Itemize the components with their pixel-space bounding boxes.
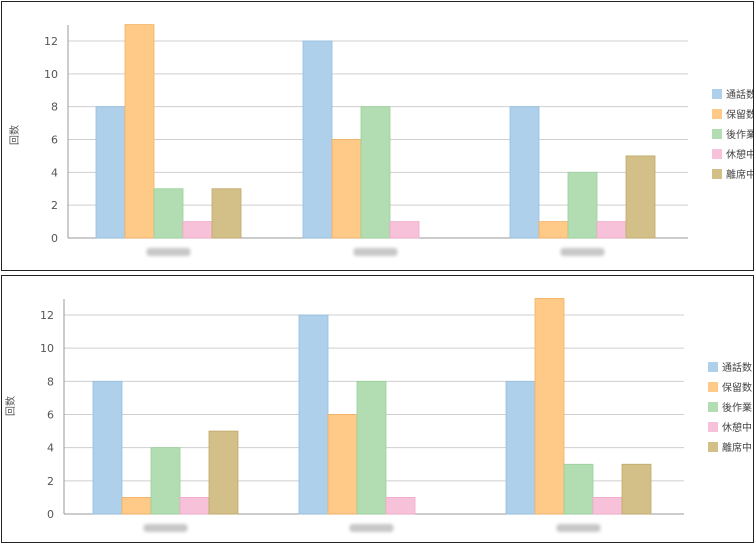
chart-panel-bottom: 0 2 4 6 8 10 12 回数 通話数保留数後作業休憩中離席中 <box>1 275 754 543</box>
legend-swatch <box>708 362 718 372</box>
legend-label: 後作業 <box>722 401 752 414</box>
y-tick-label: 4 <box>47 442 54 455</box>
bar[interactable] <box>596 221 627 239</box>
bar[interactable] <box>592 497 623 515</box>
bar[interactable] <box>302 40 333 239</box>
legend-label: 通話数 <box>722 361 752 374</box>
legend-swatch <box>712 129 722 139</box>
legend-label: 保留数 <box>726 108 753 121</box>
bar[interactable] <box>179 497 210 515</box>
x-tick-label-obscured <box>556 524 601 532</box>
bar[interactable] <box>92 380 123 515</box>
y-tick-label: 12 <box>40 309 54 322</box>
bar[interactable] <box>211 188 242 239</box>
x-tick-label-obscured <box>146 248 191 256</box>
legend-swatch <box>708 422 718 432</box>
legend-label: 離席中 <box>726 168 753 181</box>
bar[interactable] <box>385 497 416 515</box>
bar[interactable] <box>331 139 362 239</box>
bar[interactable] <box>360 106 391 239</box>
bar[interactable] <box>389 221 420 239</box>
bar[interactable] <box>153 188 184 239</box>
legend-label: 後作業 <box>726 128 753 141</box>
bar[interactable] <box>95 106 126 239</box>
legend-label: 休憩中 <box>726 148 753 161</box>
legend-swatch <box>708 442 718 452</box>
y-tick-label: 10 <box>44 68 58 81</box>
bar[interactable] <box>625 155 656 239</box>
bar[interactable] <box>124 24 155 239</box>
x-tick-label-obscured <box>143 524 188 532</box>
y-axis-label: 回数 <box>4 396 17 416</box>
x-tick-label-obscured <box>349 524 394 532</box>
bar[interactable] <box>505 380 536 515</box>
bar[interactable] <box>567 171 598 239</box>
y-tick-label: 0 <box>47 508 54 521</box>
y-tick-label: 8 <box>51 101 58 114</box>
bar[interactable] <box>150 447 181 515</box>
y-tick-label: 4 <box>51 166 58 179</box>
bar[interactable] <box>298 314 329 515</box>
bar[interactable] <box>509 106 540 239</box>
y-tick-label: 0 <box>51 232 58 245</box>
y-tick-label: 8 <box>47 375 54 388</box>
chart-panel-top: 0 2 4 6 8 10 12 回数 通話数保留数後作業休憩中離席中 <box>1 1 754 271</box>
bar[interactable] <box>538 221 569 239</box>
bar[interactable] <box>534 298 565 515</box>
bar[interactable] <box>121 497 152 515</box>
x-tick-label-obscured <box>560 248 605 256</box>
bar[interactable] <box>208 430 239 515</box>
bar[interactable] <box>327 414 358 515</box>
bar[interactable] <box>182 221 213 239</box>
y-tick-label: 6 <box>51 134 58 147</box>
x-tick-label-obscured <box>353 248 398 256</box>
legend-swatch <box>712 149 722 159</box>
legend-label: 通話数 <box>726 88 753 101</box>
legend-swatch <box>708 382 718 392</box>
bar[interactable] <box>621 463 652 515</box>
legend-swatch <box>712 169 722 179</box>
y-tick-label: 2 <box>51 199 58 212</box>
y-axis-label: 回数 <box>8 125 21 145</box>
legend-swatch <box>712 109 722 119</box>
legend-label: 保留数 <box>722 381 752 394</box>
y-tick-label: 6 <box>47 409 54 422</box>
bar[interactable] <box>356 380 387 515</box>
bar[interactable] <box>563 463 594 515</box>
legend-label: 離席中 <box>722 441 752 454</box>
legend-swatch <box>712 89 722 99</box>
y-tick-label: 12 <box>44 35 58 48</box>
y-tick-label: 2 <box>47 475 54 488</box>
legend-label: 休憩中 <box>722 421 752 434</box>
legend-swatch <box>708 402 718 412</box>
y-tick-label: 10 <box>40 342 54 355</box>
